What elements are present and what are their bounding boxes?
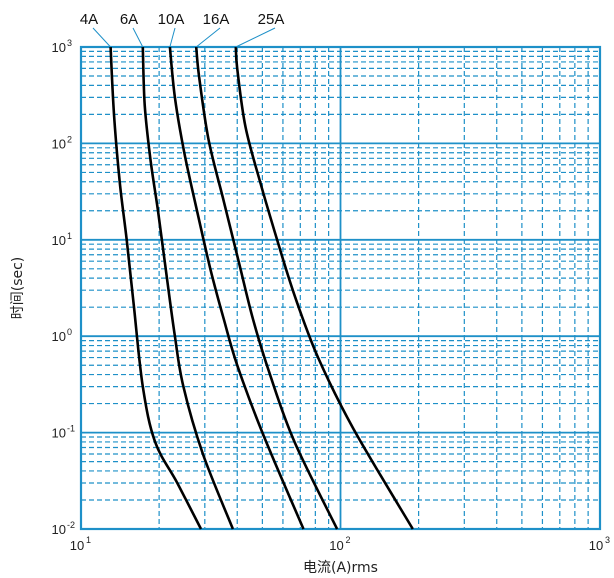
series-label-16a: 16A	[203, 11, 230, 28]
y-tick-label: 10	[52, 426, 66, 441]
curve-6a	[141, 46, 235, 530]
y-tick-label: 10	[52, 136, 66, 151]
y-tick-exponent: 3	[67, 38, 72, 48]
curve-10a	[168, 46, 305, 530]
grid	[81, 47, 600, 529]
x-tick-exponent: 2	[346, 535, 351, 545]
series-labels: 4A 6A 10A 16A 25A	[80, 11, 285, 28]
y-tick-exponent: 1	[67, 231, 72, 241]
x-tick-exponent: 3	[605, 535, 610, 545]
y-tick-exponent: 2	[67, 134, 72, 144]
y-tick-label: 10	[52, 329, 66, 344]
x-tick-labels: 10 1 10 2 10 3	[70, 535, 610, 553]
x-axis-label: 电流(A)rms	[303, 560, 378, 576]
series-label-10a: 10A	[158, 11, 185, 28]
x-tick-label: 10	[70, 538, 84, 553]
y-tick-label: 10	[52, 233, 66, 248]
curves	[109, 46, 414, 530]
series-label-4a: 4A	[80, 11, 98, 28]
curve-16a	[194, 46, 339, 530]
y-tick-exponent: -2	[67, 520, 75, 530]
x-tick-label: 10	[589, 538, 603, 553]
label-leader	[92, 27, 111, 48]
y-axis-label: 时间(sec)	[10, 257, 26, 320]
label-leader	[132, 27, 144, 48]
x-tick-exponent: 1	[86, 535, 91, 545]
y-tick-exponent: 0	[67, 327, 72, 337]
y-tick-label: 10	[52, 40, 66, 55]
plot-frame	[79, 45, 602, 531]
curve-4a	[109, 46, 203, 530]
label-leader	[169, 27, 176, 48]
label-leader	[195, 27, 221, 48]
series-label-6a: 6A	[120, 11, 138, 28]
curve-25a	[234, 46, 414, 530]
y-tick-exponent: -1	[67, 424, 75, 434]
x-tick-label: 10	[329, 538, 343, 553]
series-label-25a: 25A	[258, 11, 285, 28]
label-leader	[235, 27, 276, 48]
label-leaders	[92, 27, 276, 48]
y-tick-label: 10	[52, 522, 66, 537]
